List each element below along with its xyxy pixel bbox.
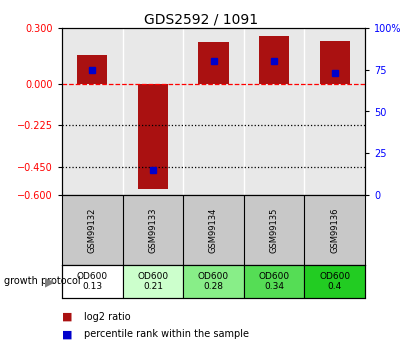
Text: growth protocol: growth protocol [4, 276, 81, 286]
Text: log2 ratio: log2 ratio [84, 312, 131, 322]
Text: GSM99136: GSM99136 [330, 207, 339, 253]
Text: ■: ■ [62, 329, 73, 339]
Text: OD600
0.28: OD600 0.28 [198, 272, 229, 291]
Text: ■: ■ [62, 312, 73, 322]
Text: ▶: ▶ [45, 275, 55, 288]
Bar [198, 42, 229, 84]
Text: percentile rank within the sample: percentile rank within the sample [84, 329, 249, 339]
Text: GSM99134: GSM99134 [209, 207, 218, 253]
Bar [123, 265, 183, 298]
Bar [259, 36, 289, 84]
Bar [304, 265, 365, 298]
Bar [244, 265, 304, 298]
Bar [320, 41, 350, 84]
Text: GSM99135: GSM99135 [270, 207, 278, 253]
Bar [77, 55, 108, 84]
Bar [62, 265, 123, 298]
Text: GDS2592 / 1091: GDS2592 / 1091 [144, 12, 259, 26]
Text: OD600
0.21: OD600 0.21 [137, 272, 168, 291]
Bar [138, 84, 168, 189]
Text: GSM99133: GSM99133 [148, 207, 158, 253]
Text: OD600
0.13: OD600 0.13 [77, 272, 108, 291]
Text: OD600
0.34: OD600 0.34 [259, 272, 290, 291]
Text: GSM99132: GSM99132 [88, 207, 97, 253]
Bar [183, 265, 244, 298]
Text: OD600
0.4: OD600 0.4 [319, 272, 350, 291]
